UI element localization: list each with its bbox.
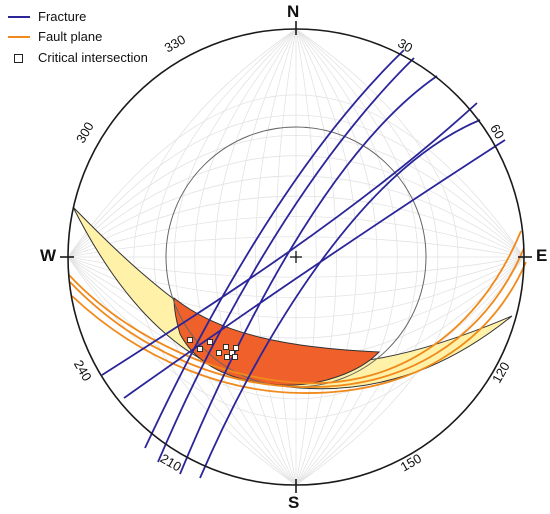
fault-plane-swatch (8, 36, 30, 38)
critical-intersections (187, 337, 239, 360)
critical-intersection-marker (229, 350, 235, 356)
legend-label: Critical intersection (38, 50, 148, 65)
square-marker-icon (14, 54, 23, 63)
east-label: E (536, 246, 548, 265)
critical-intersection-marker (233, 345, 239, 351)
fractures (101, 49, 506, 479)
fracture-swatch (8, 16, 30, 18)
critical-intersection-marker (187, 337, 193, 343)
critical-intersection-marker (224, 354, 230, 360)
critical-intersection-marker (197, 346, 203, 352)
critical-intersection-marker (232, 354, 238, 360)
cardinal-ticks (60, 21, 532, 493)
fault-planes (68, 230, 527, 394)
legend-label: Fracture (38, 9, 87, 24)
legend-label: Fault plane (38, 29, 103, 44)
west-label: W (40, 246, 57, 265)
critical-intersection-marker (223, 344, 229, 350)
south-label: S (288, 493, 300, 512)
center-cross (290, 251, 302, 263)
critical-intersection-marker (207, 339, 213, 345)
critical-intersection-marker (216, 350, 222, 356)
critical-zone (173, 296, 381, 386)
north-label: N (287, 2, 300, 21)
net-grid (68, 29, 524, 485)
